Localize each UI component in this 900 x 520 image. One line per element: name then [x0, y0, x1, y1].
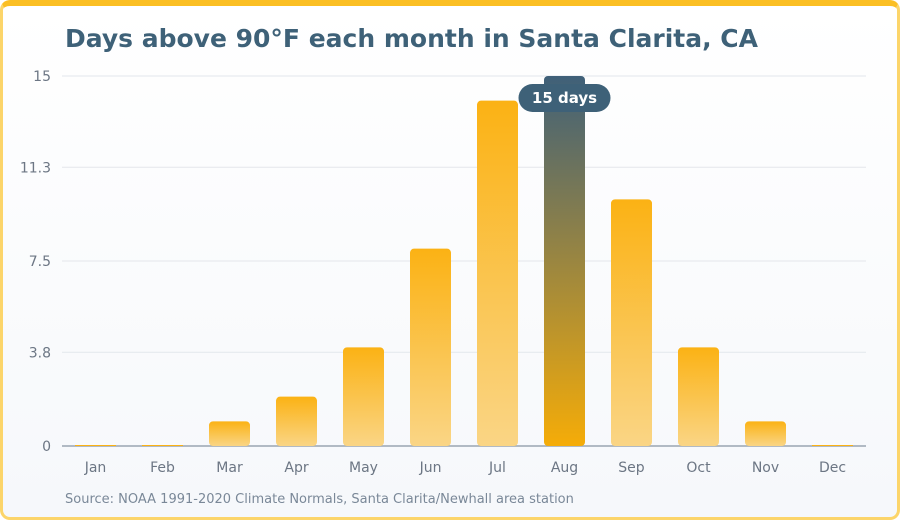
bar-jun — [410, 248, 451, 446]
x-tick-label: May — [349, 460, 378, 476]
bars — [75, 76, 853, 447]
bar-apr — [276, 396, 317, 446]
bar-sep — [611, 199, 652, 446]
x-tick-label: Apr — [284, 460, 308, 476]
tooltip-label: 15 days — [532, 89, 597, 107]
y-tick-label: 0 — [42, 439, 51, 455]
x-tick-label: Dec — [819, 460, 846, 476]
bar-feb — [142, 445, 183, 446]
y-tick-label: 7.5 — [29, 254, 51, 270]
tooltip: 15 days — [518, 84, 611, 112]
x-tick-label: Nov — [752, 460, 779, 476]
x-tick-label: Sep — [618, 460, 645, 476]
bar-aug — [544, 76, 585, 446]
bar-jan — [75, 445, 116, 446]
axis-labels: 0 3.8 7.5 11.3 15 Jan Feb Mar Apr May Jun Jul Aug Sep… — [20, 69, 846, 476]
x-tick-label: Jun — [419, 460, 442, 476]
x-tick-label: Oct — [686, 460, 711, 476]
bar-chart: 0 3.8 7.5 11.3 15 Jan Feb Mar Apr May Jun Jul Aug Sep… — [20, 69, 866, 476]
bar-oct — [678, 347, 719, 446]
bar-nov — [745, 421, 786, 446]
x-tick-label: Aug — [551, 460, 578, 476]
x-tick-label: Jan — [84, 460, 107, 476]
x-tick-label: Jul — [488, 460, 506, 476]
y-tick-label: 11.3 — [20, 160, 51, 176]
chart-title: Days above 90°F each month in Santa Clar… — [65, 24, 758, 53]
y-tick-label: 3.8 — [29, 345, 51, 361]
bar-mar — [209, 421, 250, 446]
tooltip-bubble — [518, 84, 611, 112]
bar-jul — [477, 100, 518, 447]
x-tick-label: Feb — [150, 460, 175, 476]
y-tick-label: 15 — [33, 69, 51, 85]
bar-may — [343, 347, 384, 446]
x-tick-label: Mar — [216, 460, 243, 476]
gridlines — [62, 75, 866, 447]
bar-dec — [812, 445, 853, 446]
source-note: Source: NOAA 1991-2020 Climate Normals, … — [65, 492, 574, 507]
